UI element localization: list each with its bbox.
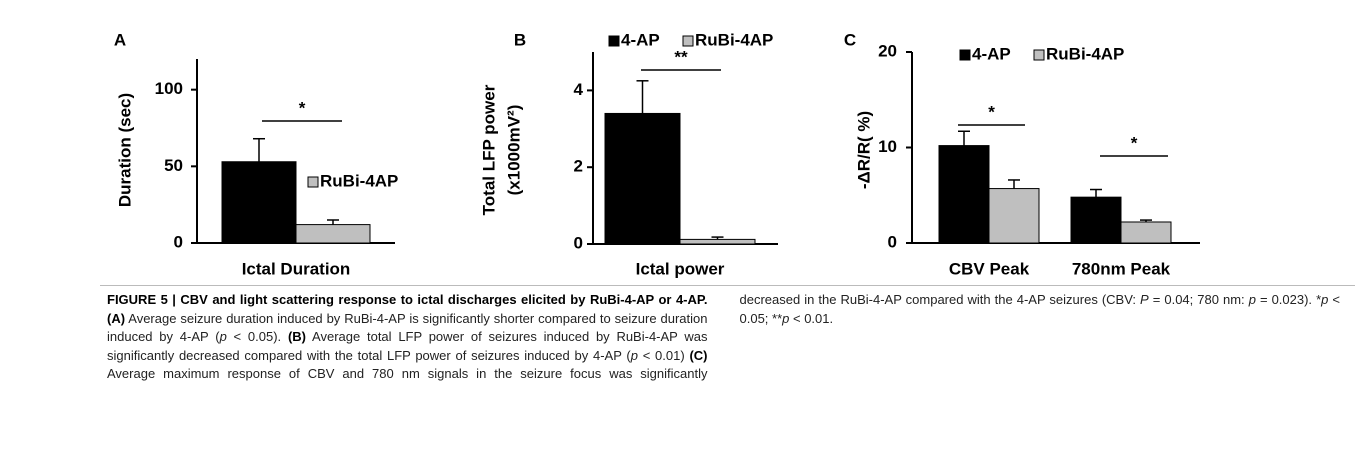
- bar: [221, 161, 297, 244]
- caption-rule: [100, 285, 1355, 286]
- bar: [1120, 221, 1172, 244]
- y-tick-label: 50: [164, 156, 183, 175]
- caption-text: Average seizure duration induced by RuBi…: [107, 310, 708, 345]
- bar: [295, 224, 371, 244]
- caption-text: Average total LFP power of seizures indu…: [107, 329, 708, 363]
- caption: FIGURE 5 | CBV and light scattering resp…: [107, 291, 1340, 391]
- y-axis-label: Duration (sec): [115, 93, 134, 207]
- caption-text: (C): [689, 347, 708, 363]
- legend-label: RuBi-4AP: [695, 30, 773, 49]
- y-tick-label: 100: [155, 79, 183, 98]
- significance-mark: *: [299, 98, 306, 117]
- caption-text: (B): [287, 329, 306, 344]
- caption-text: = 0.023). *: [1255, 292, 1322, 307]
- y-tick-label: 10: [878, 137, 897, 156]
- y-tick-label: 2: [574, 157, 583, 176]
- significance-mark: *: [988, 102, 995, 121]
- caption-text: < 0.01): [637, 347, 690, 363]
- caption-text: < 0.05).: [226, 329, 288, 344]
- y-tick-label: 0: [174, 232, 183, 251]
- caption-text: FIGURE 5 | CBV and light scattering resp…: [107, 292, 708, 307]
- caption-text: p: [219, 329, 227, 344]
- legend-label: 4-AP: [972, 44, 1011, 63]
- significance-mark: *: [1131, 133, 1138, 152]
- caption-text: p: [1248, 292, 1256, 307]
- y-tick-label: 0: [574, 233, 583, 252]
- y-tick-label: 0: [888, 232, 897, 251]
- caption-text: P: [1140, 292, 1149, 307]
- legend-swatch: [1033, 49, 1045, 61]
- panel-letter: A: [114, 30, 126, 49]
- caption-text: (A): [107, 310, 126, 326]
- x-tick-label: Ictal power: [636, 259, 725, 278]
- legend-label: 4-AP: [621, 30, 660, 49]
- bar: [604, 112, 681, 245]
- legend-swatch: [307, 176, 319, 188]
- bar: [988, 188, 1040, 244]
- caption-text: p: [1321, 292, 1329, 307]
- legend-swatch: [959, 49, 971, 61]
- legend-label: 4-AP: [244, 171, 283, 190]
- y-tick-label: 20: [878, 41, 897, 60]
- legend-label: RuBi-4AP: [320, 171, 398, 190]
- y-axis-label: Total LFP power: [479, 84, 498, 215]
- caption-text: < 0.01.: [789, 310, 834, 326]
- x-tick-label: Ictal Duration: [242, 259, 351, 278]
- legend-swatch: [682, 35, 694, 47]
- bar: [938, 145, 990, 244]
- significance-mark: **: [674, 47, 688, 66]
- legend-swatch: [231, 176, 243, 188]
- y-tick-label: 4: [574, 80, 584, 99]
- bar: [1070, 196, 1122, 244]
- panel-letter: B: [514, 30, 526, 49]
- caption-text: p: [782, 310, 790, 326]
- legend-label: RuBi-4AP: [1046, 44, 1124, 63]
- caption-text: < 0.05; **: [739, 292, 1341, 326]
- x-tick-label: CBV Peak: [949, 259, 1030, 278]
- caption-text: p: [630, 347, 638, 363]
- caption-text: Average maximum response of CBV and 780 …: [107, 292, 1141, 381]
- y-axis-label: (x1000mV²): [504, 105, 523, 196]
- x-tick-label: 780nm Peak: [1072, 259, 1171, 278]
- legend-swatch: [608, 35, 620, 47]
- bar: [679, 238, 756, 245]
- panel-letter: C: [844, 30, 856, 49]
- caption-text: = 0.04; 780 nm:: [1148, 292, 1249, 307]
- y-axis-label: -ΔR/R( %): [854, 111, 873, 189]
